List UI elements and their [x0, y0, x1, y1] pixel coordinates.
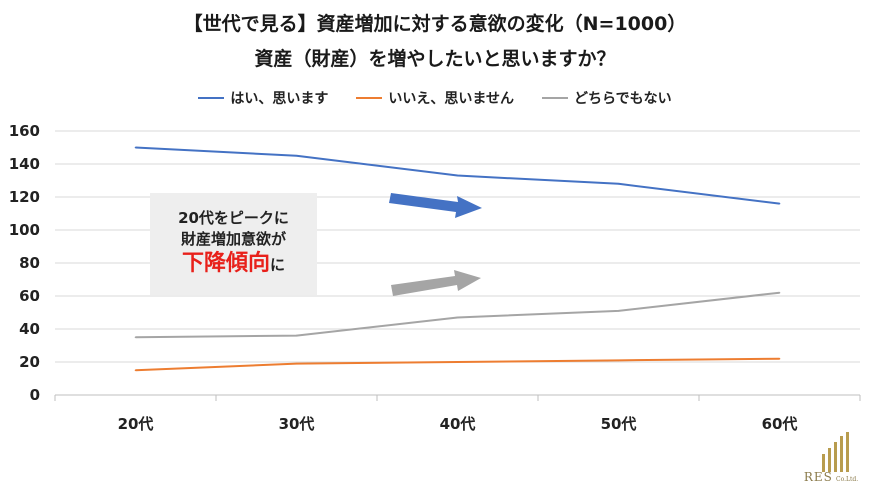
y-tick-label: 120: [9, 188, 40, 206]
data-point: [295, 362, 298, 365]
annotation-callout: 20代をピークに 財産増加意欲が 下降傾向に: [150, 193, 317, 295]
up-trend-arrow-icon: [391, 270, 481, 296]
company-logo-text: RES Co.Ltd.: [796, 470, 866, 484]
data-point: [778, 202, 781, 205]
series-lines: [134, 146, 781, 372]
data-point: [617, 310, 620, 312]
y-tick-label: 40: [19, 320, 40, 338]
x-tick-label: 20代: [118, 415, 154, 433]
y-tick-label: 140: [9, 155, 40, 173]
y-tick-label: 20: [19, 353, 40, 371]
legend-item-no: いいえ、思いません: [356, 88, 514, 108]
legend-item-yes: はい、思います: [198, 88, 328, 108]
y-tick-label: 100: [9, 221, 40, 239]
data-point: [134, 336, 137, 339]
callout-line-1: 20代をピークに: [178, 209, 289, 227]
callout-line-3: 下降傾向に: [150, 250, 317, 279]
callout-suffix: に: [270, 256, 286, 274]
x-tick-label: 30代: [279, 415, 315, 433]
logo-suffix: Co.Ltd.: [836, 476, 859, 483]
legend-swatch-neither: [542, 97, 568, 99]
down-trend-arrow-icon: [389, 193, 482, 218]
chart-subtitle: 資産（財産）を増やしたいと思いますか？: [254, 48, 616, 70]
company-logo-icon: [822, 432, 849, 472]
y-tick-label: 0: [30, 386, 40, 404]
data-point: [617, 183, 620, 185]
y-tick-label: 160: [9, 122, 40, 140]
data-point: [617, 359, 620, 362]
legend-swatch-yes: [198, 97, 225, 99]
data-point: [456, 361, 459, 363]
legend: はい、思います いいえ、思いません どちらでもない: [0, 88, 870, 108]
series-line-1: [135, 357, 780, 372]
data-point: [456, 174, 459, 177]
data-point: [134, 369, 137, 372]
trend-arrows: [389, 193, 482, 296]
data-point: [295, 154, 298, 157]
legend-item-neither: どちらでもない: [542, 88, 672, 108]
callout-highlight: 下降傾向: [181, 251, 270, 276]
data-point: [134, 146, 137, 149]
data-point: [778, 357, 781, 360]
logo-name: RES: [803, 470, 833, 484]
x-tick-label: 60代: [762, 415, 798, 433]
y-tick-label: 80: [19, 254, 40, 272]
x-tick-label: 40代: [440, 415, 476, 433]
legend-label-yes: はい、思います: [230, 91, 329, 107]
x-tick-label: 50代: [601, 415, 637, 433]
y-tick-label: 60: [19, 287, 40, 305]
data-point: [778, 291, 781, 294]
x-axis-ticks: 20代 30代 40代 50代 60代: [54, 395, 861, 433]
legend-label-neither: どちらでもない: [574, 91, 672, 107]
callout-line-2: 財産増加意欲が: [180, 230, 286, 248]
data-point: [456, 316, 459, 319]
series-line-2: [135, 291, 780, 339]
legend-label-no: いいえ、思いません: [388, 91, 514, 107]
legend-swatch-no: [356, 97, 383, 99]
chart-title: 【世代で見る】資産増加に対する意欲の変化（N=1000）: [183, 13, 687, 35]
y-axis-ticks: 0 20 40 60 80 100 120 140 160: [9, 122, 40, 404]
data-point: [295, 334, 298, 337]
